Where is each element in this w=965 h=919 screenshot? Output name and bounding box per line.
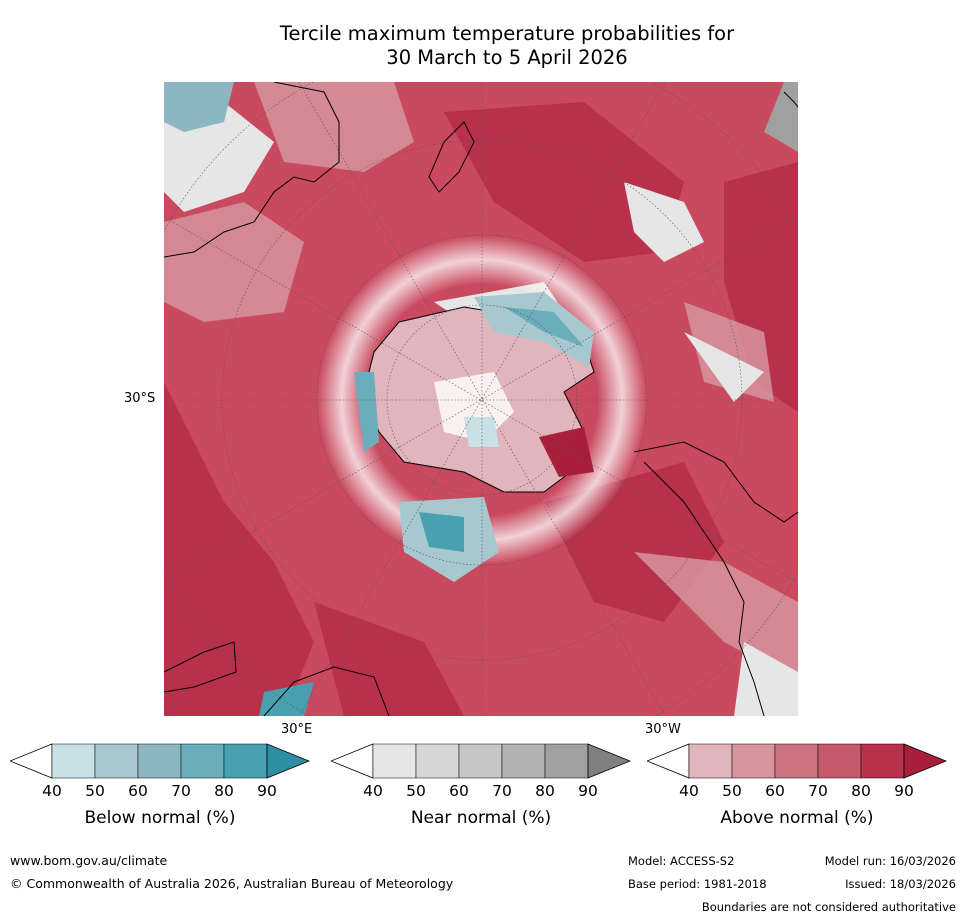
colorbar-tick-label: 80 — [214, 782, 234, 800]
colorbar-swatch — [458, 743, 503, 779]
colorbar-near-swatches — [329, 743, 632, 779]
colorbar-swatch — [774, 743, 819, 779]
colorbar-extend-high — [266, 743, 311, 779]
colorbar-swatch — [415, 743, 460, 779]
colorbar-near-ticks: 40 50 60 70 80 90 — [331, 782, 631, 804]
colorbar-swatch — [817, 743, 862, 779]
colorbar-below-label: Below normal (%) — [84, 808, 236, 828]
footer-disclaimer: Boundaries are not considered authoritat… — [701, 900, 956, 914]
colorbar-swatch — [94, 743, 139, 779]
colorbar-swatch — [688, 743, 733, 779]
footer-model-run: Model run: 16/03/2026 — [824, 854, 956, 868]
above-normal-light-areas — [164, 82, 798, 682]
colorbar-tick-label: 40 — [42, 782, 62, 800]
colorbar-below-ticks: 40 50 60 70 80 90 — [10, 782, 310, 804]
colorbar-extend-low — [329, 743, 374, 779]
colorbar-tick-label: 90 — [257, 782, 277, 800]
colorbar-extend-low — [8, 743, 53, 779]
colorbar-swatch — [372, 743, 417, 779]
coastlines — [164, 82, 798, 716]
colorbar-tick-label: 50 — [85, 782, 105, 800]
title-line-1: Tercile maximum temperature probabilitie… — [279, 22, 735, 45]
colorbar-above-label: Above normal (%) — [720, 808, 874, 828]
colorbar-tick-label: 70 — [808, 782, 828, 800]
colorbar-swatch — [544, 743, 589, 779]
lat-label-30s: 30°S — [124, 391, 156, 406]
above-normal-peak — [539, 427, 594, 477]
lon-label-30e: 30°E — [281, 722, 313, 737]
colorbar-tick-label: 60 — [128, 782, 148, 800]
colorbar-tick-label: 60 — [449, 782, 469, 800]
lon-label-30w: 30°W — [645, 722, 681, 737]
colorbar-tick-label: 90 — [578, 782, 598, 800]
colorbar-tick-label: 90 — [894, 782, 914, 800]
colorbar-swatch — [180, 743, 225, 779]
colorbar-swatch — [137, 743, 182, 779]
colorbar-swatch — [860, 743, 905, 779]
colorbar-above-swatches — [645, 743, 948, 779]
colorbar-swatch — [223, 743, 268, 779]
footer-url: www.bom.gov.au/climate — [10, 853, 168, 868]
colorbar-above: 40 50 60 70 80 90 Above normal (%) — [645, 742, 948, 828]
colorbar-extend-high — [903, 743, 948, 779]
colorbar-near-label: Near normal (%) — [410, 808, 552, 828]
colorbar-below-swatches — [8, 743, 311, 779]
colorbar-swatch — [501, 743, 546, 779]
polar-map — [164, 82, 798, 716]
colorbar-tick-label: 50 — [406, 782, 426, 800]
footer-copyright: © Commonwealth of Australia 2026, Austra… — [10, 876, 454, 891]
colorbar-tick-label: 40 — [679, 782, 699, 800]
colorbar-above-ticks: 40 50 60 70 80 90 — [647, 782, 947, 804]
colorbar-tick-label: 80 — [851, 782, 871, 800]
colorbar-tick-label: 50 — [722, 782, 742, 800]
colorbar-extend-low — [645, 743, 690, 779]
map-svg — [164, 82, 798, 716]
colorbar-tick-label: 40 — [363, 782, 383, 800]
footer-base-period: Base period: 1981-2018 — [628, 877, 767, 891]
title-line-2: 30 March to 5 April 2026 — [386, 46, 628, 69]
footer-issued: Issued: 18/03/2026 — [845, 877, 956, 891]
colorbar-swatch — [51, 743, 96, 779]
colorbar-extend-high — [587, 743, 632, 779]
below-normal-areas — [164, 82, 594, 716]
colorbar-near: 40 50 60 70 80 90 Near normal (%) — [329, 742, 632, 828]
colorbar-swatch — [731, 743, 776, 779]
colorbar-below: 40 50 60 70 80 90 Below normal (%) — [8, 742, 311, 828]
footer-model: Model: ACCESS-S2 — [628, 854, 735, 868]
map-title: Tercile maximum temperature probabilitie… — [164, 22, 850, 70]
colorbar-tick-label: 80 — [535, 782, 555, 800]
colorbar-tick-label: 70 — [171, 782, 191, 800]
colorbar-tick-label: 70 — [492, 782, 512, 800]
colorbar-tick-label: 60 — [765, 782, 785, 800]
graticule — [164, 82, 798, 716]
